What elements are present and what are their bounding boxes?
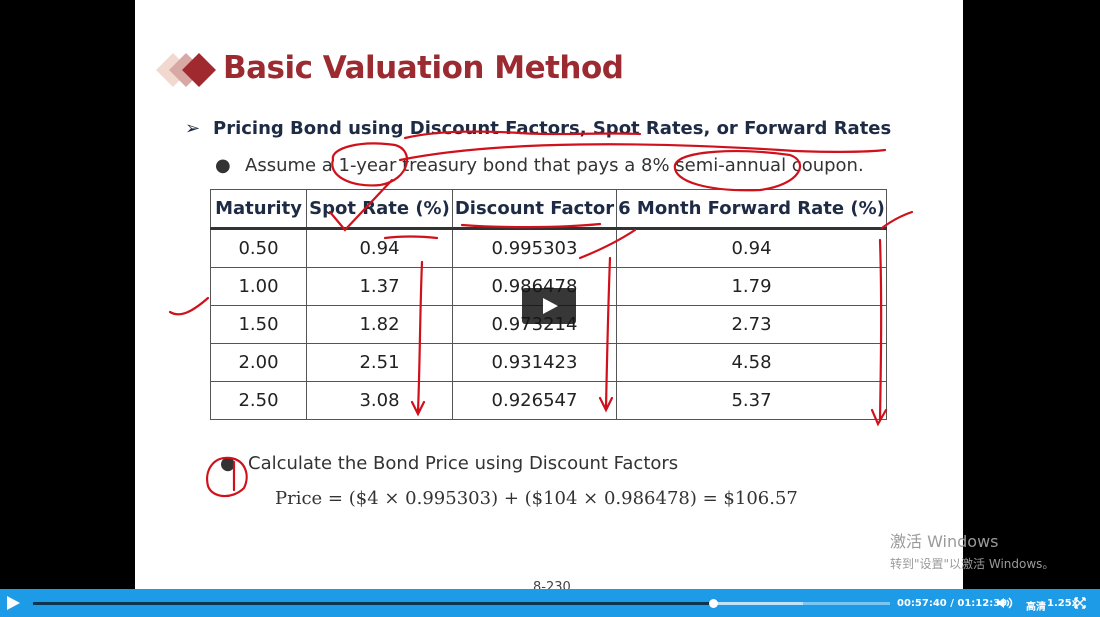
table-cell: 0.931423 <box>452 343 617 382</box>
current-time: 00:57:40 <box>897 598 947 609</box>
table-row: 0.50 0.94 0.995303 0.94 <box>210 228 887 268</box>
time-display: 00:57:40 / 01:12:39 <box>897 598 1007 609</box>
column-header: 6 Month Forward Rate (%) <box>616 189 887 229</box>
table-cell: 0.926547 <box>452 381 617 420</box>
dot-bullet-icon: ● <box>215 155 231 176</box>
column-header: Discount Factor <box>452 189 617 229</box>
progress-track[interactable] <box>33 599 890 608</box>
rates-table: Maturity Spot Rate (%) Discount Factor 6… <box>210 189 887 420</box>
table-cell: 0.50 <box>210 228 307 268</box>
table-cell: 0.995303 <box>452 228 617 268</box>
table-row: 2.50 3.08 0.926547 5.37 <box>210 381 887 420</box>
diamond-logo-icon <box>156 49 217 91</box>
table-header-row: Maturity Spot Rate (%) Discount Factor 6… <box>210 189 887 229</box>
slide-title: Basic Valuation Method <box>223 50 624 86</box>
duration: 01:12:39 <box>957 598 1008 609</box>
play-overlay-button[interactable] <box>522 288 576 324</box>
player-controlbar: 00:57:40 / 01:12:39 高清 1.25x <box>0 589 1100 617</box>
table-cell: 1.00 <box>210 267 307 306</box>
table-row: 2.00 2.51 0.931423 4.58 <box>210 343 887 382</box>
table-cell: 0.986478 <box>452 267 617 306</box>
windows-activation-watermark: 激活 Windows 转到"设置"以激活 Windows。 <box>890 528 1054 572</box>
fullscreen-icon[interactable] <box>1074 597 1086 609</box>
bullet-text: Assume a 1-year treasury bond that pays … <box>245 155 864 176</box>
volume-icon[interactable] <box>996 597 1014 609</box>
dot-bullet-icon: ● <box>220 453 236 474</box>
column-header: Maturity <box>210 189 307 229</box>
table-cell: 1.79 <box>616 267 887 306</box>
price-formula: Price = ($4 × 0.995303) + ($104 × 0.9864… <box>275 488 798 509</box>
bullet-assume: ● Assume a 1-year treasury bond that pays… <box>215 155 864 176</box>
table-cell: 1.50 <box>210 305 307 344</box>
column-header: Spot Rate (%) <box>306 189 453 229</box>
table-cell: 2.73 <box>616 305 887 344</box>
table-row: 1.50 1.82 0.973214 2.73 <box>210 305 887 344</box>
table-cell: 1.82 <box>306 305 453 344</box>
progress-thumb[interactable] <box>709 599 719 608</box>
bullet-text: Pricing Bond using Discount Factors, Spo… <box>213 118 892 139</box>
table-cell: 0.94 <box>616 228 887 268</box>
table-cell: 3.08 <box>306 381 453 420</box>
bullet-pricing-bond: ➢ Pricing Bond using Discount Factors, Sp… <box>185 118 891 139</box>
page-number: 8-230 <box>533 580 571 589</box>
bullet-text: Calculate the Bond Price using Discount … <box>248 453 679 474</box>
watermark-subtitle: 转到"设置"以激活 Windows。 <box>890 557 1055 571</box>
table-row: 1.00 1.37 0.986478 1.79 <box>210 267 887 306</box>
letterbox-left <box>0 0 135 589</box>
table-cell: 1.37 <box>306 267 453 306</box>
table-cell: 2.00 <box>210 343 307 382</box>
quality-button[interactable]: 高清 <box>1026 602 1046 613</box>
table-cell: 4.58 <box>616 343 887 382</box>
arrow-bullet-icon: ➢ <box>185 118 201 139</box>
time-separator: / <box>950 598 954 609</box>
played-fill <box>33 602 714 605</box>
table-cell: 2.51 <box>306 343 453 382</box>
play-icon[interactable] <box>7 596 20 610</box>
bullet-calculate: ● Calculate the Bond Price using Discount… <box>220 453 678 474</box>
watermark-title: 激活 Windows <box>890 532 999 551</box>
table-cell: 5.37 <box>616 381 887 420</box>
speed-button[interactable]: 1.25x <box>1047 598 1079 609</box>
table-cell: 0.94 <box>306 228 453 268</box>
table-cell: 2.50 <box>210 381 307 420</box>
letterbox-right <box>963 0 1100 589</box>
